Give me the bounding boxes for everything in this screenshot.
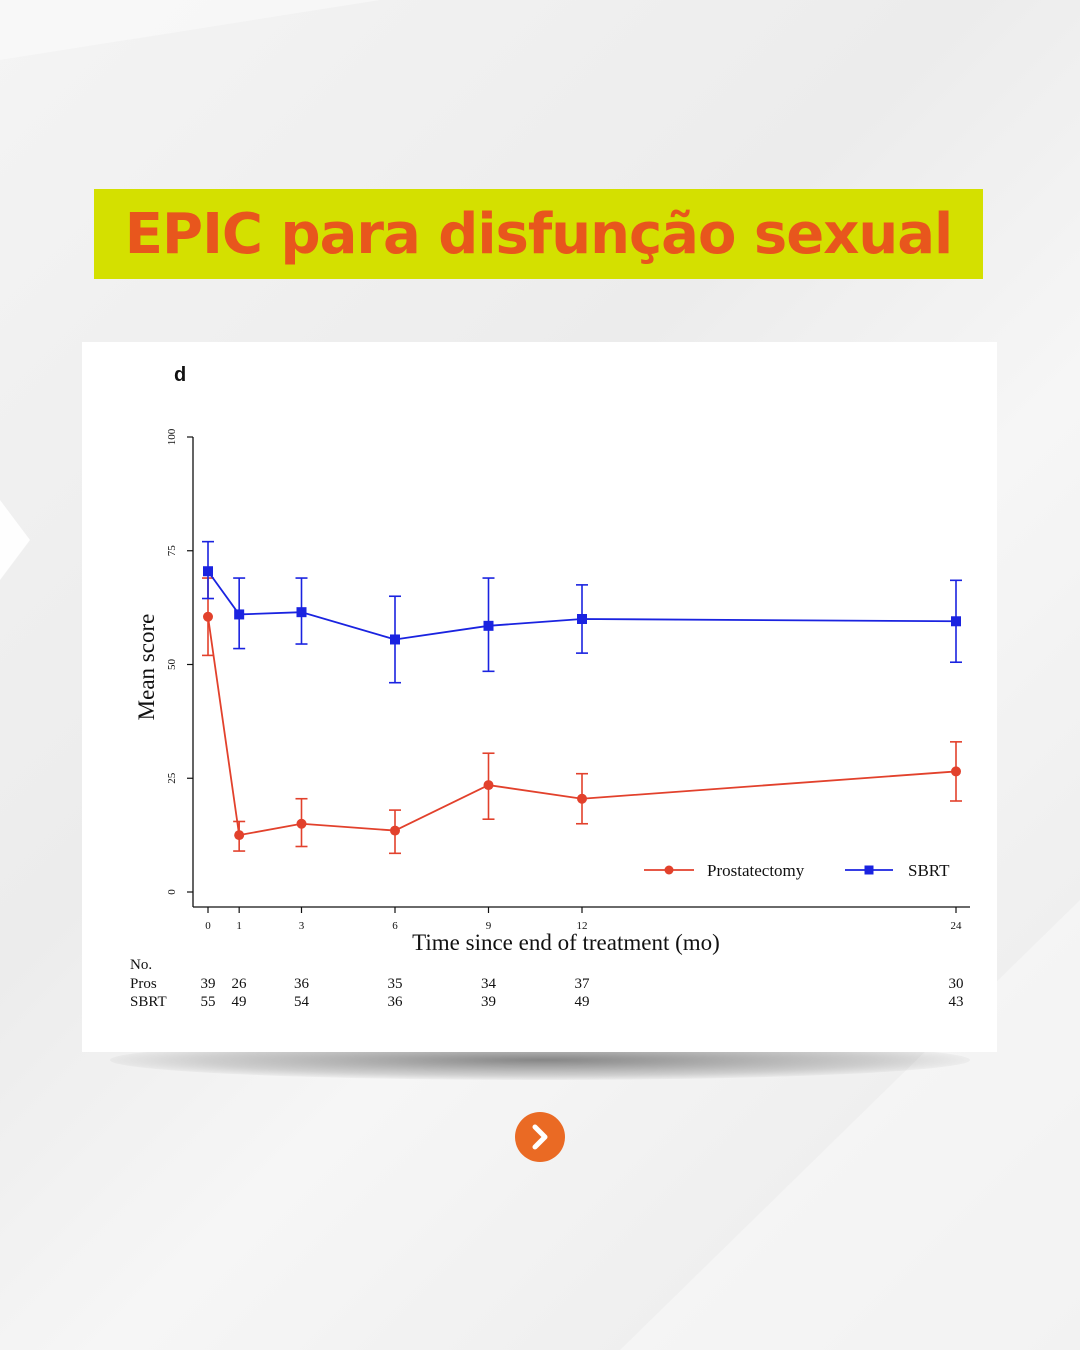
at-risk-count: 49 — [232, 994, 247, 1010]
x-axis-label: Time since end of treatment (mo) — [412, 930, 720, 955]
data-point — [951, 616, 961, 627]
y-tick-label: 100 — [166, 428, 178, 445]
at-risk-count: 39 — [481, 994, 496, 1010]
at-risk-row-label: Pros — [130, 976, 157, 992]
series-prostatectomy — [202, 577, 962, 855]
y-tick-label: 75 — [166, 545, 178, 557]
legend-item-prostatectomy: Prostatectomy — [644, 861, 805, 880]
at-risk-count: 30 — [949, 976, 964, 992]
legend-marker — [664, 865, 674, 875]
at-risk-count: 54 — [294, 994, 310, 1010]
data-point — [951, 766, 961, 777]
x-tick-label: 9 — [486, 920, 492, 932]
page-title: EPIC para disfunção sexual — [124, 201, 953, 267]
at-risk-row-label: SBRT — [130, 994, 167, 1010]
at-risk-count: 35 — [388, 976, 403, 992]
data-point — [203, 566, 213, 577]
at-risk-header: No. — [130, 957, 152, 973]
data-point — [296, 818, 307, 829]
chevron-right-icon — [532, 1124, 548, 1150]
x-tick-label: 24 — [951, 920, 963, 932]
y-tick-label: 0 — [166, 889, 178, 895]
at-risk-count: 55 — [201, 994, 216, 1010]
data-point — [483, 780, 494, 791]
legend-marker — [864, 865, 874, 875]
data-point — [577, 614, 587, 624]
legend-item-sbrt: SBRT — [845, 861, 950, 880]
at-risk-count: 34 — [481, 976, 497, 992]
at-risk-count: 37 — [575, 976, 591, 992]
chart-card: d Mean score Time since end of treatment… — [82, 342, 997, 1052]
at-risk-count: 36 — [294, 976, 310, 992]
title-banner: EPIC para disfunção sexual — [94, 189, 983, 279]
data-point — [390, 634, 400, 645]
at-risk-count: 39 — [201, 976, 216, 992]
y-tick-label: 50 — [166, 659, 178, 671]
at-risk-count: 36 — [388, 994, 404, 1010]
data-point — [234, 609, 245, 620]
data-point — [296, 607, 307, 618]
x-tick-label: 6 — [392, 920, 398, 932]
x-tick-label: 3 — [299, 920, 305, 932]
x-tick-label: 12 — [577, 920, 588, 932]
x-tick-label: 0 — [205, 920, 211, 932]
series-sbrt — [202, 540, 962, 684]
at-risk-count: 43 — [949, 994, 964, 1010]
y-axis-label: Mean score — [134, 614, 159, 721]
data-point — [234, 830, 245, 841]
line-chart: d Mean score Time since end of treatment… — [130, 364, 970, 1010]
legend: Prostatectomy SBRT — [644, 861, 950, 880]
at-risk-table: No. Pros 39 26 36 35 34 37 30 SBRT 55 49 54 36 39 49 43 — [130, 957, 964, 1010]
data-point — [577, 793, 587, 804]
next-button[interactable] — [515, 1112, 565, 1162]
at-risk-count: 26 — [232, 976, 248, 992]
panel-label: d — [174, 364, 186, 386]
series-layer — [202, 540, 962, 855]
legend-label: SBRT — [908, 861, 950, 880]
at-risk-count: 49 — [575, 994, 590, 1010]
axes: 0 25 50 75 100 0 1 3 6 9 12 24 — [166, 428, 970, 932]
data-point — [203, 611, 213, 622]
data-point — [390, 825, 400, 836]
y-tick-label: 25 — [166, 772, 178, 784]
x-tick-label: 1 — [236, 920, 242, 932]
legend-label: Prostatectomy — [707, 861, 805, 880]
data-point — [483, 620, 494, 631]
